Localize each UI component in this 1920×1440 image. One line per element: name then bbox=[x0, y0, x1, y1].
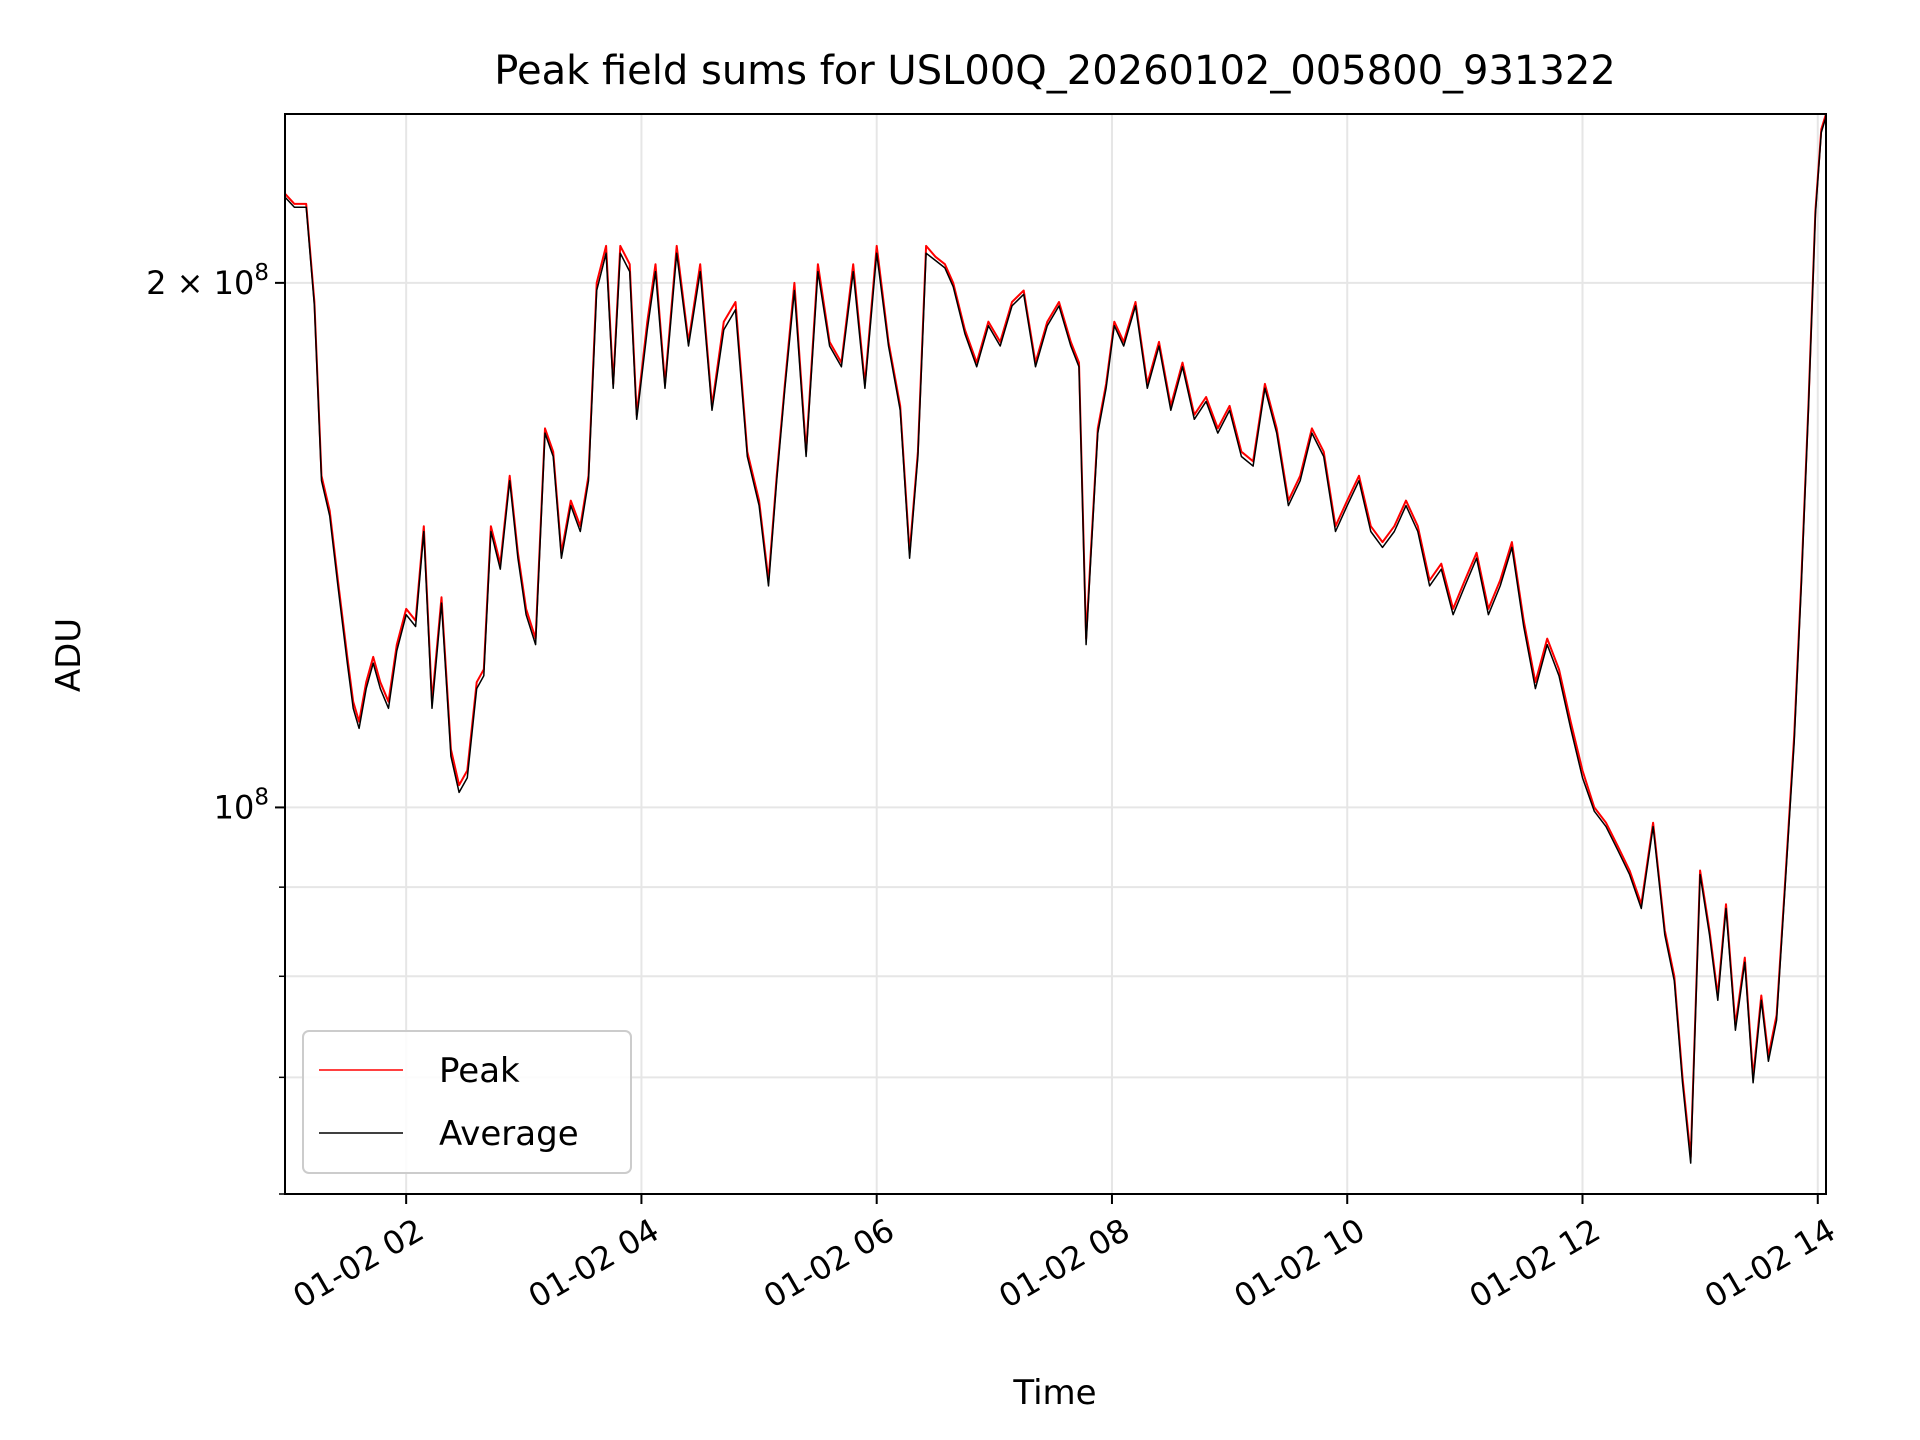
series-line-average bbox=[284, 116, 1827, 1164]
legend-label-average: Average bbox=[439, 1114, 579, 1154]
legend-box bbox=[302, 1030, 632, 1174]
plot-area bbox=[284, 113, 1827, 1164]
legend: Peak Average bbox=[302, 1030, 632, 1174]
chart-title: Peak field sums for USL00Q_20260102_0058… bbox=[494, 48, 1615, 94]
y-axis-label: ADU bbox=[49, 618, 89, 692]
y-tick-label-1: 2 × 108 bbox=[146, 260, 269, 302]
series-line-peak bbox=[284, 113, 1827, 1159]
plot-frame bbox=[284, 113, 1827, 1195]
x-axis-label: Time bbox=[1012, 1373, 1096, 1413]
legend-label-peak: Peak bbox=[439, 1051, 520, 1091]
y-tick-label-0: 108 bbox=[214, 784, 269, 826]
